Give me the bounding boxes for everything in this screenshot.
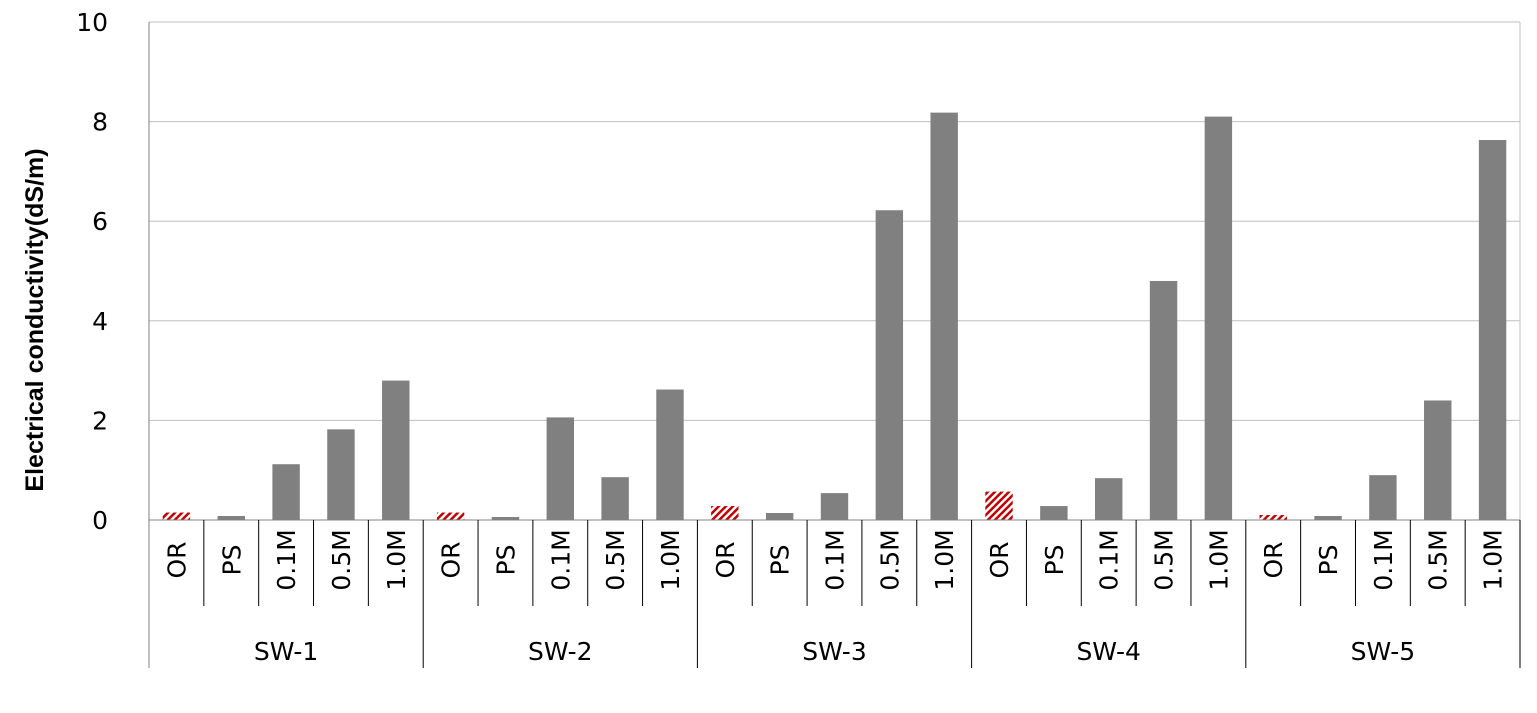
group-label: SW-5 <box>1351 637 1416 666</box>
category-label: 0.5M <box>601 529 630 590</box>
category-label: PS <box>491 545 520 576</box>
bar-SW-5-0.1M <box>1369 475 1397 520</box>
category-label: 0.5M <box>327 529 356 590</box>
bar-SW-2-PS <box>491 517 520 520</box>
bar-SW-2-OR <box>436 512 465 520</box>
bar-SW-1-0.5M <box>327 429 355 520</box>
y-tick-label: 6 <box>92 207 108 236</box>
y-tick-label: 4 <box>92 307 108 336</box>
category-label: 0.5M <box>1150 529 1179 590</box>
group-label: SW-4 <box>1076 637 1141 666</box>
bar-SW-5-OR <box>1259 515 1287 520</box>
bar-SW-5-1.0M <box>1478 140 1507 520</box>
category-label: PS <box>1040 545 1069 576</box>
y-tick-label: 10 <box>76 8 108 37</box>
bar-SW-4-OR <box>985 491 1013 520</box>
group-label: SW-2 <box>528 637 593 666</box>
category-label: OR <box>437 541 466 578</box>
bar-SW-3-PS <box>765 513 794 520</box>
bar-SW-5-0.5M <box>1424 400 1452 520</box>
category-label: OR <box>711 541 740 578</box>
category-label: PS <box>766 545 795 576</box>
category-label: 1.0M <box>1479 529 1508 590</box>
category-label: 0.1M <box>546 529 575 590</box>
bar-SW-3-0.1M <box>820 493 849 520</box>
category-label: OR <box>985 541 1014 578</box>
category-label: 1.0M <box>382 529 411 590</box>
bar-SW-3-1.0M <box>930 112 958 521</box>
bar-SW-3-OR <box>711 506 739 520</box>
bar-SW-4-0.1M <box>1094 478 1123 520</box>
labels: 0 2 4 6 8 10 OR PS 0.1M 0.5M 1.0M SW-1 OR PS 0.1M 0.5M 1… <box>76 8 1507 666</box>
y-axis-title: Electrical conductivity(dS/m) <box>21 148 49 491</box>
category-label: 0.1M <box>821 529 850 590</box>
group-label: SW-3 <box>802 637 867 666</box>
category-label: OR <box>1259 541 1288 578</box>
bar-SW-4-0.5M <box>1149 280 1178 520</box>
bar-SW-2-0.5M <box>601 477 629 520</box>
y-tick-label: 2 <box>92 406 108 435</box>
category-label: OR <box>162 541 191 578</box>
category-label: 0.1M <box>1095 529 1124 590</box>
category-label: 0.1M <box>1369 529 1398 590</box>
category-label: PS <box>217 545 246 576</box>
bar-SW-1-PS <box>217 516 245 520</box>
bar-SW-3-0.5M <box>875 210 904 520</box>
bar-SW-1-0.1M <box>272 464 300 520</box>
category-label: 1.0M <box>930 529 959 590</box>
bar-SW-4-PS <box>1040 506 1068 520</box>
bar-SW-1-OR <box>162 512 191 520</box>
category-label: PS <box>1314 545 1343 576</box>
category-label: 0.1M <box>272 529 301 590</box>
bars <box>162 112 1507 521</box>
bar-SW-5-PS <box>1314 516 1342 520</box>
category-label: 0.5M <box>875 529 904 590</box>
bar-SW-2-0.1M <box>546 417 575 520</box>
category-label: 1.0M <box>656 529 685 590</box>
category-label: 0.5M <box>1424 529 1453 590</box>
bar-SW-2-1.0M <box>656 389 684 520</box>
bar-SW-1-1.0M <box>382 380 410 520</box>
category-label: 1.0M <box>1204 529 1233 590</box>
y-tick-label: 0 <box>92 506 108 535</box>
axes <box>148 22 1521 668</box>
y-tick-label: 8 <box>92 108 108 137</box>
group-label: SW-1 <box>254 637 319 666</box>
bar-SW-4-1.0M <box>1204 116 1233 521</box>
